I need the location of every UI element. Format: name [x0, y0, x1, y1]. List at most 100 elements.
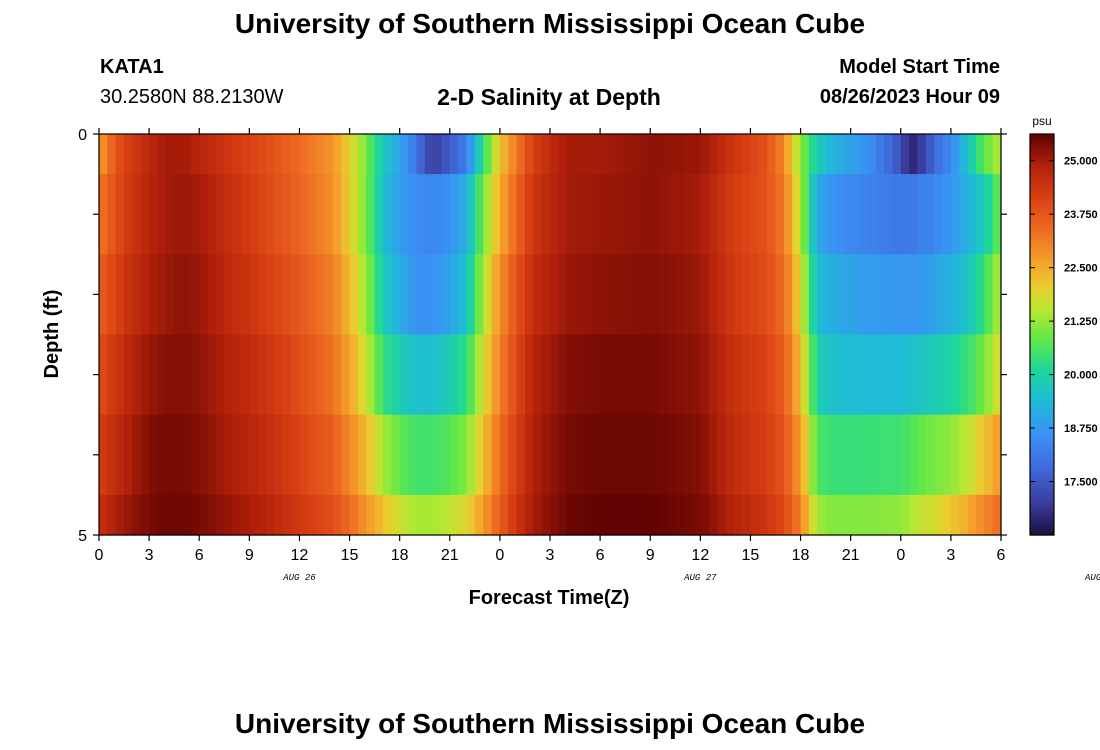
heatmap-cell	[767, 254, 777, 336]
heatmap-cell	[449, 254, 459, 336]
heatmap-cell	[274, 174, 284, 255]
colorbar-segment	[1030, 177, 1054, 182]
heatmap-cell	[975, 334, 985, 416]
heatmap-cell	[99, 254, 108, 336]
heatmap-cell	[165, 334, 175, 416]
heatmap-cell	[299, 174, 309, 255]
heatmap-cell	[107, 174, 117, 255]
heatmap-cell	[984, 334, 994, 416]
heatmap-cell	[675, 174, 685, 255]
colorbar-segment	[1030, 414, 1054, 419]
heatmap-cell	[825, 334, 835, 416]
colorbar-segment	[1030, 147, 1054, 152]
heatmap-cell	[399, 334, 409, 416]
colorbar-segment	[1030, 150, 1054, 155]
colorbar: 25.000 23.750 22.500 21.250 20.000 18.750 17.5…	[1029, 133, 1098, 536]
heatmap-cell	[99, 334, 108, 416]
colorbar-segment	[1030, 421, 1054, 426]
heatmap-cell	[875, 414, 885, 496]
heatmap-cell	[616, 494, 626, 536]
heatmap-cell	[458, 414, 468, 496]
y-axis: 05	[78, 127, 1007, 545]
heatmap-cell	[742, 254, 752, 336]
heatmap-cell	[975, 254, 985, 336]
heatmap-cell	[608, 134, 618, 175]
colorbar-segment	[1030, 167, 1054, 172]
heatmap-cell	[408, 174, 417, 255]
colorbar-segment	[1030, 194, 1054, 199]
heatmap-cell	[199, 334, 209, 416]
heatmap-cell	[274, 414, 284, 496]
colorbar-segment	[1030, 341, 1054, 346]
heatmap-cell	[99, 414, 108, 496]
colorbar-segment	[1030, 361, 1054, 366]
heatmap-cell	[842, 414, 852, 496]
heatmap-cell	[416, 334, 426, 416]
heatmap-cell	[992, 414, 1002, 496]
heatmap-cell	[374, 174, 384, 255]
heatmap-cell	[441, 494, 451, 536]
heatmap-cell	[115, 334, 125, 416]
x-tick-label: 3	[546, 547, 555, 564]
colorbar-segment	[1030, 317, 1054, 322]
heatmap-cell	[374, 134, 384, 175]
heatmap-cell	[975, 494, 985, 536]
heatmap-cell	[633, 334, 643, 416]
heatmap-cell	[767, 414, 777, 496]
heatmap-cell	[942, 254, 952, 336]
heatmap-cell	[508, 494, 518, 536]
heatmap-cell	[575, 414, 585, 496]
heatmap-cell	[174, 174, 184, 255]
colorbar-segment	[1030, 154, 1054, 158]
colorbar-segment	[1030, 264, 1054, 269]
heatmap-cell	[900, 254, 910, 336]
heatmap-cell	[524, 174, 534, 255]
heatmap-cell	[232, 254, 242, 336]
heatmap-cell	[391, 494, 401, 536]
colorbar-segment	[1030, 184, 1054, 189]
heatmap-cell	[717, 134, 726, 175]
heatmap-cell	[366, 174, 376, 255]
colorbar-segment	[1030, 491, 1054, 496]
heatmap-cell	[658, 414, 668, 496]
colorbar-segment	[1030, 524, 1054, 529]
colorbar-tick-label: 21.250	[1064, 316, 1098, 328]
x-tick-label: 18	[792, 547, 810, 564]
heatmap-cell	[149, 174, 159, 255]
heatmap-cell	[967, 174, 977, 255]
colorbar-segment	[1030, 344, 1054, 349]
heatmap-cell	[850, 414, 860, 496]
colorbar-segment	[1030, 140, 1054, 145]
heatmap-cell	[324, 254, 334, 336]
heatmap-cell	[107, 134, 117, 175]
heatmap-cell	[959, 174, 969, 255]
heatmap-cell	[817, 334, 827, 416]
heatmap-cell	[232, 334, 242, 416]
heatmap-cell	[533, 334, 543, 416]
colorbar-segment	[1030, 200, 1054, 205]
heatmap-cell	[616, 254, 626, 336]
heatmap-cell	[266, 254, 275, 336]
heatmap-cell	[641, 254, 651, 336]
heatmap-cell	[215, 334, 225, 416]
heatmap-cell	[625, 134, 635, 175]
station-id: KATA1	[100, 56, 164, 78]
model-start-value: 08/26/2023 Hour 09	[819, 86, 1000, 108]
heatmap-cell	[324, 414, 334, 496]
heatmap-cell	[683, 134, 693, 175]
heatmap-cell	[666, 414, 676, 496]
heatmap-cell	[792, 254, 802, 336]
heatmap-cell	[641, 494, 651, 536]
colorbar-segment	[1030, 431, 1054, 436]
heatmap-cell	[274, 334, 284, 416]
heatmap-cell	[959, 254, 969, 336]
heatmap-cell	[633, 134, 643, 175]
heatmap-cell	[274, 134, 284, 175]
heatmap-cell	[441, 254, 451, 336]
heatmap-cell	[466, 334, 476, 416]
colorbar-segment	[1030, 134, 1054, 138]
colorbar-unit: psu	[1032, 114, 1051, 128]
heatmap-cell	[174, 134, 184, 175]
heatmap-cell	[207, 254, 217, 336]
colorbar-segment	[1030, 401, 1054, 406]
